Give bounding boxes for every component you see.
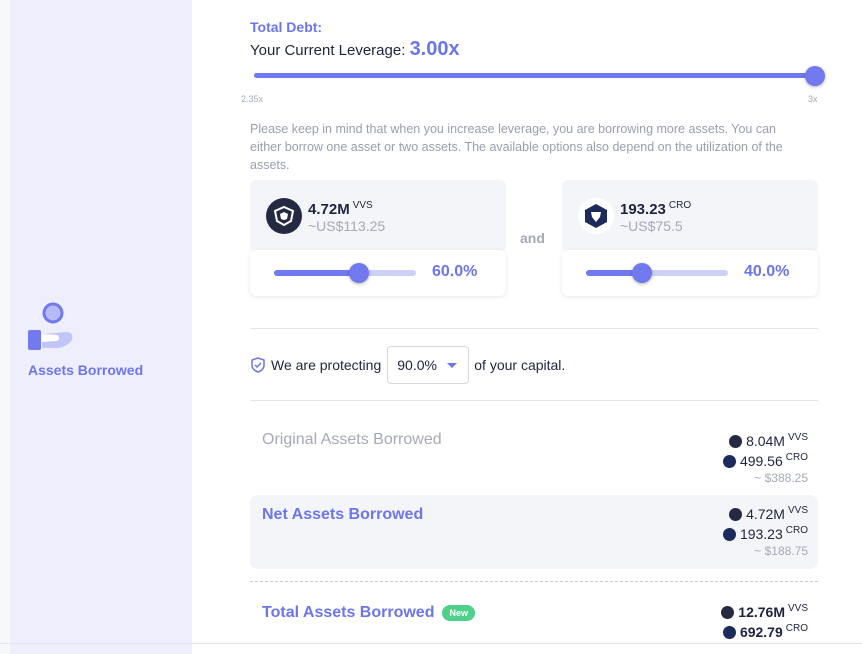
asset-usd: ~US$113.25 [308, 218, 386, 234]
leverage-value: 3.00x [409, 38, 460, 60]
asset-card-vvs: 4.72M VVS ~US$113.25 [250, 180, 506, 252]
asset-slider-card-cro: 40.0% [562, 250, 818, 296]
chevron-down-icon [446, 362, 457, 368]
row-label: Net Assets Borrowed [262, 506, 424, 523]
divider [250, 400, 818, 401]
cro-slider-handle[interactable] [632, 263, 652, 283]
total-debt-label: Total Debt: [250, 19, 323, 35]
usd-total: ~ $188.75 [754, 544, 808, 558]
vvs-icon [266, 198, 302, 234]
cro-slider-track[interactable] [586, 270, 728, 276]
total-assets-row: Total Assets Borrowed New 12.76M VVS 692.… [250, 594, 818, 654]
leverage-label: Your Current Leverage: [250, 42, 406, 59]
vvs-amount: 12.76M [738, 604, 785, 620]
page-edge [0, 0, 10, 654]
leverage-slider-handle[interactable] [805, 66, 825, 86]
cro-percent: 40.0% [744, 263, 790, 280]
leverage-readout: Your Current Leverage: 3.00x [250, 38, 460, 61]
cro-amount: 193.23 [739, 526, 783, 542]
asset-amount: 193.23 [620, 201, 666, 218]
new-badge: New [442, 605, 475, 621]
cro-icon [722, 455, 736, 468]
usd-total: ~ $388.25 [754, 471, 808, 485]
asset-usd: ~US$75.5 [620, 218, 683, 234]
vvs-icon [729, 508, 743, 521]
and-label: and [520, 230, 545, 246]
asset-card-cro: 193.23 CRO ~US$75.5 [562, 180, 818, 252]
sidebar: Assets Borrowed [10, 0, 192, 654]
vvs-icon [729, 435, 743, 448]
cro-amount: 499.56 [739, 453, 783, 469]
cro-icon [722, 626, 736, 639]
cro-amount: 692.79 [739, 624, 783, 640]
vvs-symbol: VVS [787, 432, 808, 443]
leverage-min: 2.35x [241, 94, 264, 104]
asset-amount: 4.72M [308, 201, 350, 218]
vvs-slider-handle[interactable] [349, 263, 369, 283]
vvs-icon [721, 606, 735, 619]
asset-symbol: CRO [668, 200, 692, 211]
vvs-amount: 4.72M [746, 506, 785, 522]
protection-select[interactable]: 90.0% [387, 346, 470, 384]
asset-symbol: VVS [352, 200, 373, 211]
vvs-percent: 60.0% [432, 263, 478, 280]
dashed-divider [250, 581, 818, 582]
vvs-symbol: VVS [787, 505, 808, 516]
bottom-border [0, 643, 862, 644]
vvs-slider-fill [274, 270, 359, 276]
divider [250, 328, 818, 329]
leverage-max: 3x [808, 94, 818, 104]
protect-prefix: We are protecting [271, 357, 382, 373]
cro-symbol: CRO [785, 623, 808, 634]
section-label: Assets Borrowed [28, 362, 144, 378]
cro-slider-fill [586, 270, 643, 276]
net-assets-row: Net Assets Borrowed 4.72M VVS 193.23 CRO ~… [250, 495, 818, 569]
leverage-slider[interactable] [254, 73, 814, 78]
protection-row: We are protecting 90.0% of your capital. [250, 346, 565, 384]
asset-slider-card-vvs: 60.0% [250, 250, 506, 296]
row-label: Total Assets Borrowed [262, 604, 435, 621]
cro-icon [722, 528, 736, 541]
protect-suffix: of your capital. [474, 357, 566, 373]
vvs-amount: 8.04M [746, 433, 785, 449]
cro-symbol: CRO [785, 452, 808, 463]
hand-coin-icon [28, 302, 73, 350]
cro-symbol: CRO [785, 525, 808, 536]
cro-icon [578, 198, 614, 234]
row-label: Original Assets Borrowed [262, 431, 442, 448]
leverage-notice: Please keep in mind that when you increa… [250, 122, 783, 172]
original-assets-row: Original Assets Borrowed 8.04M VVS 499.56… [250, 420, 818, 486]
shield-check-icon [251, 357, 265, 373]
protect-value: 90.0% [397, 357, 437, 373]
vvs-symbol: VVS [787, 603, 808, 614]
